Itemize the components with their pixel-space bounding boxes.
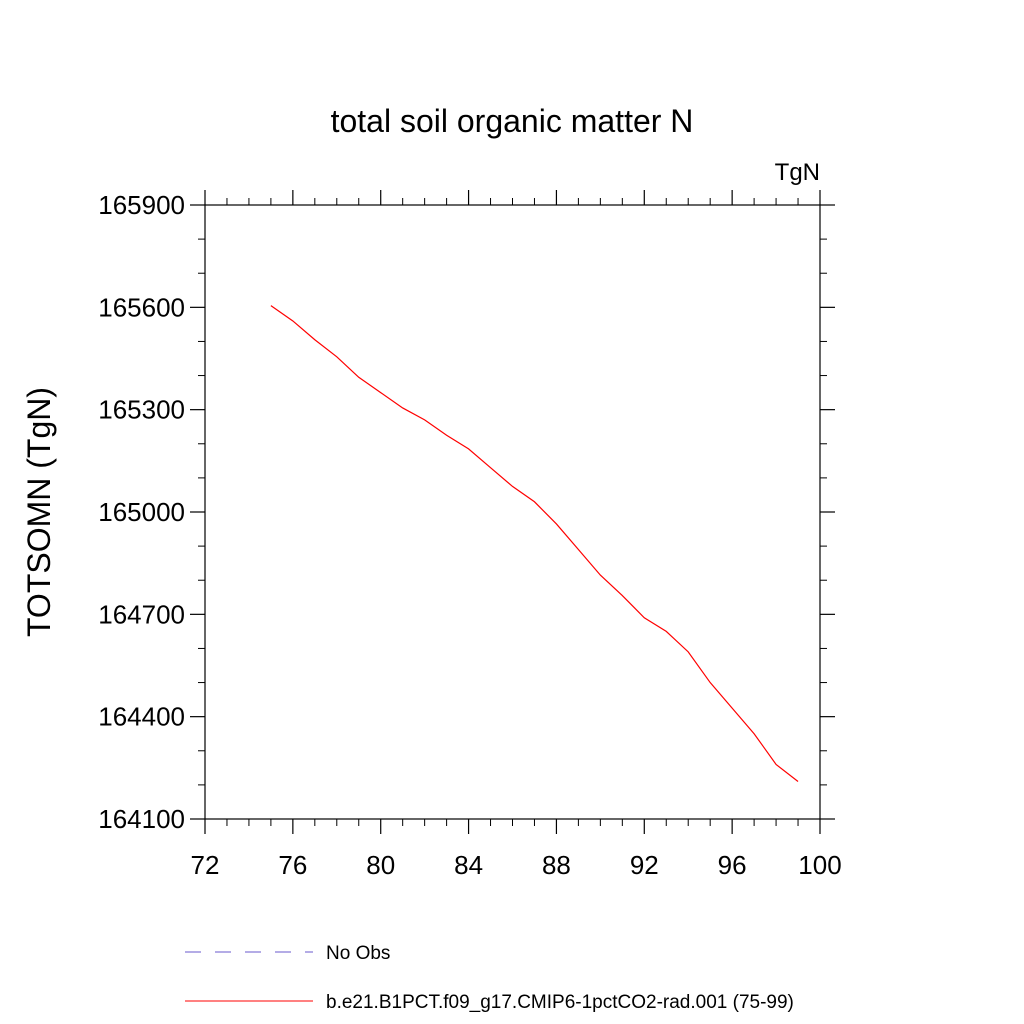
- x-tick-label: 100: [798, 850, 841, 880]
- x-tick-label: 80: [366, 850, 395, 880]
- y-tick-label: 165600: [98, 292, 185, 322]
- y-tick-label: 165000: [98, 497, 185, 527]
- x-tick-label: 76: [278, 850, 307, 880]
- legend-label: b.e21.B1PCT.f09_g17.CMIP6-1pctCO2-rad.00…: [326, 992, 794, 1013]
- y-tick-label: 164400: [98, 702, 185, 732]
- legend-label: No Obs: [326, 943, 390, 964]
- chart-title: total soil organic matter N: [331, 103, 694, 139]
- x-tick-label: 84: [454, 850, 483, 880]
- ticks-layer: 72 76 80 84 88 92 96 100 164100 164400 164700 16500…: [98, 190, 842, 880]
- y-tick-label: 165900: [98, 190, 185, 220]
- plot-frame: [204, 204, 821, 820]
- series-layer: [270, 305, 799, 782]
- units-label: TgN: [775, 159, 820, 186]
- series-line: [270, 305, 799, 782]
- y-tick-label: 165300: [98, 395, 185, 425]
- y-tick-label: 164700: [98, 599, 185, 629]
- x-tick-label: 96: [718, 850, 747, 880]
- x-tick-label: 88: [542, 850, 571, 880]
- legend: No Obs b.e21.B1PCT.f09_g17.CMIP6-1pctCO2-…: [185, 943, 794, 1013]
- y-axis-label: TOTSOMN (TgN): [21, 387, 57, 637]
- x-tick-label: 72: [191, 850, 220, 880]
- y-tick-label: 164100: [98, 804, 185, 834]
- x-tick-label: 92: [630, 850, 659, 880]
